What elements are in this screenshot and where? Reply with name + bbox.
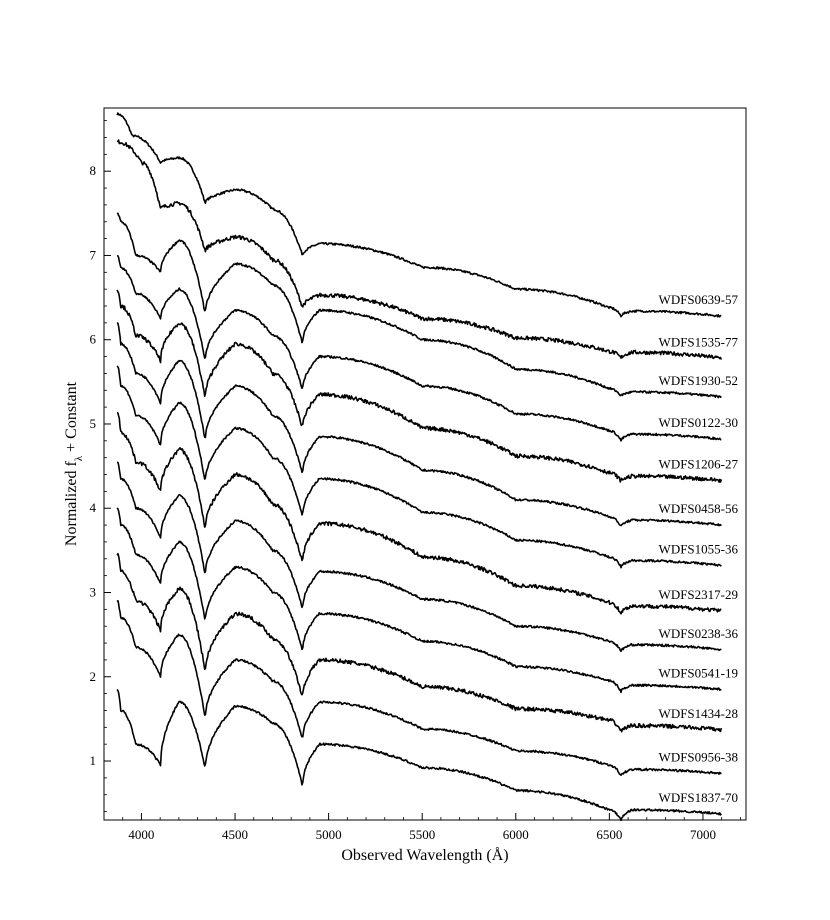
spectrum-line [116, 507, 722, 694]
series-label: WDFS0458-56 [659, 501, 739, 516]
series-label: WDFS0956-38 [659, 750, 738, 765]
series-label: WDFS1055-36 [659, 542, 739, 557]
y-tick-label: 5 [90, 416, 97, 431]
plot-frame [103, 107, 747, 821]
y-tick-label: 6 [90, 332, 97, 347]
x-tick-label: 4500 [222, 827, 248, 842]
y-axis-title: Normalized fλ + Constant [63, 381, 85, 546]
spectrum-line [116, 599, 722, 776]
spectrum-line [116, 289, 723, 483]
series-label: WDFS1434-28 [659, 706, 738, 721]
y-tick-label: 2 [90, 669, 97, 684]
series-label: WDFS1206-27 [659, 456, 739, 471]
x-tick-label: 4000 [128, 827, 154, 842]
series-label: WDFS2317-29 [659, 587, 738, 602]
y-tick-label: 1 [90, 753, 97, 768]
spectrum-line [116, 321, 722, 527]
spectrum-line [116, 461, 722, 653]
x-tick-label: 6500 [596, 827, 622, 842]
series-label: WDFS1535-77 [659, 334, 739, 349]
x-tick-label: 7000 [690, 827, 716, 842]
series-label: WDFS1930-52 [659, 373, 738, 388]
x-tick-label: 6000 [503, 827, 529, 842]
series-label: WDFS0639-57 [659, 292, 739, 307]
series-label-layer: WDFS0639-57 WDFS1535-77 WDFS1930-52 WDFS012… [659, 292, 739, 805]
spectrum-line [116, 255, 722, 442]
x-tick-label: 5000 [316, 827, 342, 842]
spectrum-line [116, 365, 722, 569]
spectrum-line [116, 688, 722, 822]
spectrum-line [116, 112, 722, 318]
spectrum-line [116, 411, 722, 615]
y-tick-label: 4 [90, 500, 97, 515]
series-label: WDFS0122-30 [659, 415, 738, 430]
x-axis: 4000 4500 5000 5500 6000 6500 7000 [122, 813, 741, 842]
series-label: WDFS0238-36 [659, 626, 739, 641]
spectra-layer [116, 112, 723, 822]
series-label: WDFS1837-70 [659, 790, 738, 805]
spectrum-line [116, 552, 723, 733]
x-axis-title: Observed Wavelength (Å) [341, 846, 508, 864]
y-axis: 1 2 3 4 5 6 7 8 [90, 120, 111, 812]
spectrum-line [116, 212, 722, 399]
y-tick-label: 3 [90, 584, 97, 599]
spectrum-line [116, 139, 723, 360]
series-label: WDFS0541-19 [659, 665, 738, 680]
y-tick-label: 7 [90, 247, 97, 262]
x-tick-label: 5500 [409, 827, 435, 842]
y-tick-label: 8 [90, 163, 97, 178]
